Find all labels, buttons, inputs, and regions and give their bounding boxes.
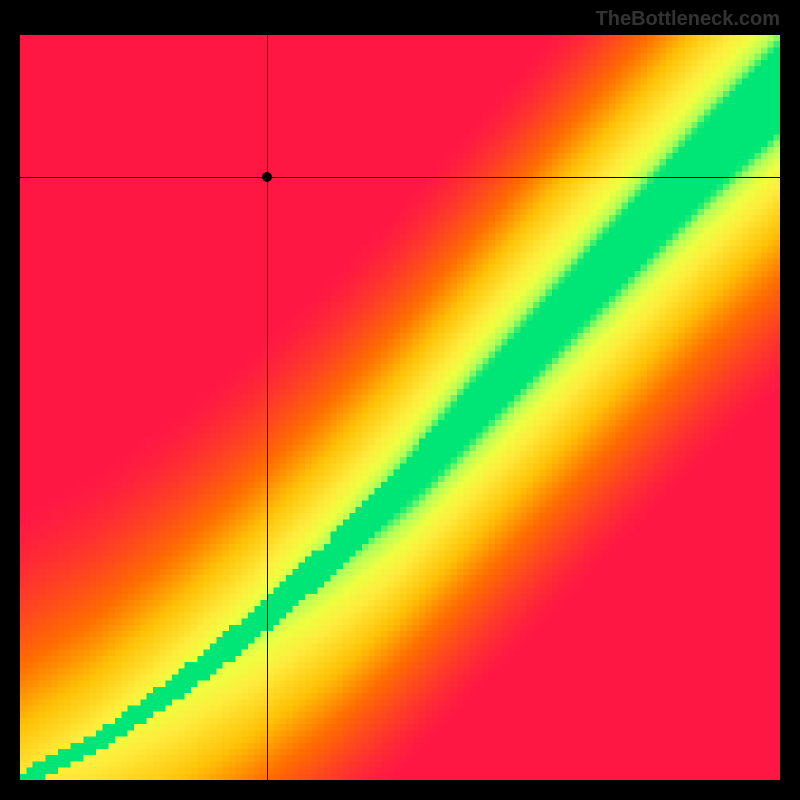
- crosshair-horizontal: [20, 177, 780, 178]
- crosshair-vertical: [267, 35, 268, 780]
- heatmap-canvas: [20, 35, 780, 780]
- crosshair-dot: [262, 172, 272, 182]
- heatmap-plot: [20, 35, 780, 780]
- watermark-text: TheBottleneck.com: [596, 8, 780, 31]
